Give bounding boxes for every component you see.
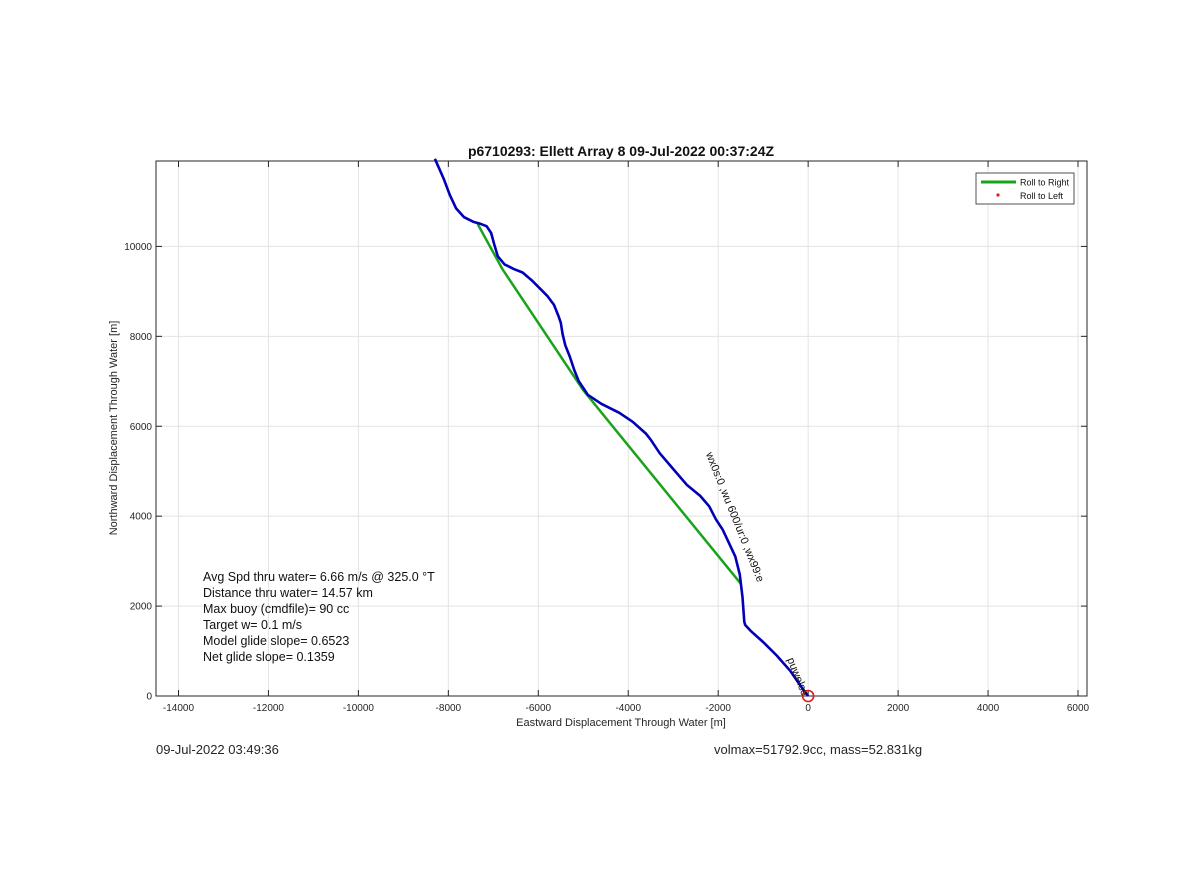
legend-roll-right-label: Roll to Right xyxy=(1020,178,1070,188)
stat-target-w: Target w= 0.1 m/s xyxy=(203,618,302,632)
x-tick-label: 0 xyxy=(805,703,811,714)
y-tick-label: 2000 xyxy=(130,602,153,613)
track-annotation: puwelse xyxy=(784,656,810,698)
stat-max-buoy: Max buoy (cmdfile)= 90 cc xyxy=(203,602,350,616)
x-tick-label: -2000 xyxy=(705,703,731,714)
x-tick-label: -12000 xyxy=(253,703,285,714)
footer-volmax-mass: volmax=51792.9cc, mass=52.831kg xyxy=(714,742,923,757)
footer-timestamp: 09-Jul-2022 03:49:36 xyxy=(156,742,279,757)
x-axis-label: Eastward Displacement Through Water [m] xyxy=(516,717,726,729)
x-tick-label: 6000 xyxy=(1067,703,1090,714)
axis-ticks: -14000 -12000 -10000 -8000 -6000 -4000 -2000 0 2… xyxy=(124,161,1090,714)
series-line-roll-to-right xyxy=(476,223,742,585)
x-tick-label: -14000 xyxy=(163,703,195,714)
stat-model-glide-slope: Model glide slope= 0.6523 xyxy=(203,634,350,648)
stat-net-glide-slope: Net glide slope= 0.1359 xyxy=(203,650,335,664)
y-tick-label: 10000 xyxy=(124,242,152,253)
x-tick-label: -8000 xyxy=(436,703,462,714)
legend-roll-left-swatch xyxy=(996,193,1000,197)
x-tick-label: 2000 xyxy=(887,703,910,714)
track-annotation: wx0s:0 ,wu 600/ur:0 ,wx99:e xyxy=(703,450,766,584)
legend-box xyxy=(975,172,1075,205)
stat-distance: Distance thru water= 14.57 km xyxy=(203,586,373,600)
series-layer xyxy=(433,158,815,703)
start-marker xyxy=(801,689,815,703)
annotation-layer: wx0s:0 ,wu 600/ur:0 ,wx99:e puwelse xyxy=(703,450,811,698)
y-tick-label: 6000 xyxy=(130,422,153,433)
y-tick-label: 0 xyxy=(146,692,152,703)
legend: Roll to Right Roll to Left xyxy=(975,172,1075,205)
y-axis-label: Northward Displacement Through Water [m] xyxy=(108,321,120,536)
y-tick-label: 8000 xyxy=(130,332,153,343)
chart-title: p6710293: Ellett Array 8 09-Jul-2022 00:… xyxy=(468,143,775,159)
x-tick-label: -10000 xyxy=(343,703,375,714)
x-tick-label: 4000 xyxy=(977,703,1000,714)
stats-block: Avg Spd thru water= 6.66 m/s @ 325.0 °T … xyxy=(203,569,435,665)
series-line-track xyxy=(433,158,810,697)
legend-roll-left-label: Roll to Left xyxy=(1020,191,1064,201)
x-tick-label: -4000 xyxy=(615,703,641,714)
y-tick-label: 4000 xyxy=(130,512,153,523)
stat-avg-speed: Avg Spd thru water= 6.66 m/s @ 325.0 °T xyxy=(203,570,435,584)
plot-area xyxy=(155,160,1088,697)
x-tick-label: -6000 xyxy=(526,703,552,714)
